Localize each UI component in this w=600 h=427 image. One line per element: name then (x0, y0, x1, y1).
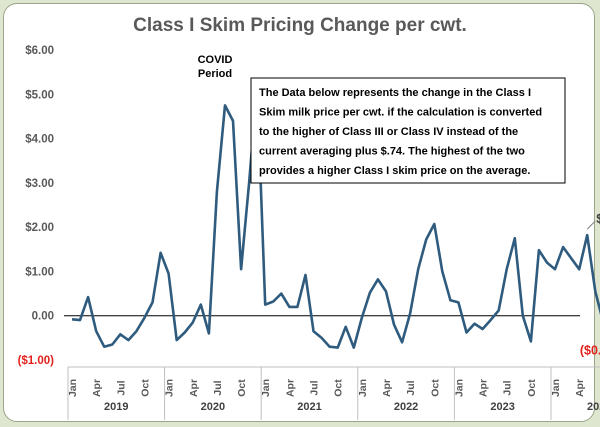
year-label: 2020 (201, 401, 225, 413)
x-tick-label: Apr (478, 379, 490, 397)
x-tick-label: Apr (574, 379, 586, 397)
x-tick-label: Apr (284, 379, 296, 397)
y-tick-label: 0.00 (32, 311, 54, 323)
y-tick-label: $1.00 (25, 266, 54, 278)
x-tick-label: Jan (164, 379, 176, 397)
x-tick-label: Jan (357, 379, 369, 397)
max-value-label: $1.82 (596, 212, 600, 226)
y-tick-label: $5.00 (25, 89, 54, 101)
y-axis: ($1.00) 0.00 $1.00 $2.00 $3.00 $4.00 $5.00 $6.0… (18, 45, 55, 367)
x-tick-label: Jan (260, 379, 272, 397)
y-tick-label: ($1.00) (18, 355, 55, 367)
note-line: provides a higher Class I skim price on … (259, 165, 530, 177)
y-tick-label: $4.00 (25, 134, 54, 146)
note-line: Skim milk price per cwt. if the calculat… (259, 107, 542, 119)
year-label: 2022 (394, 401, 418, 413)
x-tick-label: Jul (405, 380, 417, 395)
chart-frame (3, 3, 595, 422)
x-tick-label: Jan (67, 379, 79, 397)
x-tick-label: Apr (188, 379, 200, 397)
x-tick-label: Apr (91, 379, 103, 397)
y-tick-label: $3.00 (25, 178, 54, 190)
x-tick-label: Jul (598, 380, 600, 395)
year-label: 2019 (104, 401, 128, 413)
x-tick-label: Oct (139, 379, 151, 397)
plot-area (64, 84, 600, 349)
x-tick-label: Jul (502, 380, 514, 395)
covid-annotation: COVID Period (198, 54, 233, 80)
chart-title: Class I Skim Pricing Change per cwt. (133, 15, 467, 36)
y-tick-label: $2.00 (25, 222, 54, 234)
max-leader-line (586, 220, 596, 230)
series-line (71, 84, 600, 349)
x-tick-label: Apr (381, 379, 393, 397)
year-label: 2021 (297, 401, 321, 413)
x-tick-label: Jul (115, 380, 127, 395)
min-value-label: ($0.52) (580, 344, 600, 358)
y-tick-label: $6.00 (25, 45, 54, 57)
year-label: 2024 (587, 401, 600, 413)
x-tick-label: Oct (429, 379, 441, 397)
x-tick-label: Oct (526, 379, 538, 397)
x-tick-label: Jul (309, 380, 321, 395)
x-tick-label: Jan (550, 379, 562, 397)
x-tick-label: Jul (212, 380, 224, 395)
x-tick-label: Oct (333, 379, 345, 397)
x-tick-label: Jan (453, 379, 465, 397)
x-axis: Jan Apr Jul Oct 2019 Jan Apr Jul Oct 2020 Jan Apr Ju… (67, 366, 600, 420)
note-box (250, 77, 566, 184)
note-line: The Data below represents the change in … (259, 87, 531, 99)
note-line: current averaging plus $.74. The highest… (259, 146, 525, 158)
x-tick-label: Oct (236, 379, 248, 397)
note-line: to the higher of Class III or Class IV i… (259, 126, 518, 138)
year-label: 2023 (490, 401, 514, 413)
